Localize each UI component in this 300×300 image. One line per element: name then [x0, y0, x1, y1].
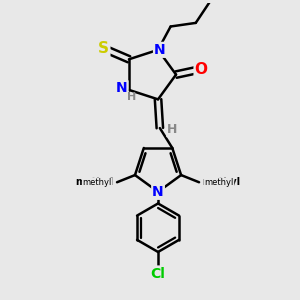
Text: N: N [154, 43, 166, 57]
Text: N: N [116, 81, 127, 95]
Text: O: O [195, 62, 208, 77]
Text: Cl: Cl [151, 266, 166, 280]
Text: methyl: methyl [204, 178, 234, 187]
Text: methyl: methyl [82, 178, 112, 187]
Text: methyl: methyl [75, 177, 113, 187]
Text: H: H [127, 92, 136, 102]
Text: S: S [98, 41, 109, 56]
Text: H: H [167, 123, 178, 136]
Text: methyl: methyl [202, 177, 241, 187]
Text: N: N [152, 185, 164, 199]
